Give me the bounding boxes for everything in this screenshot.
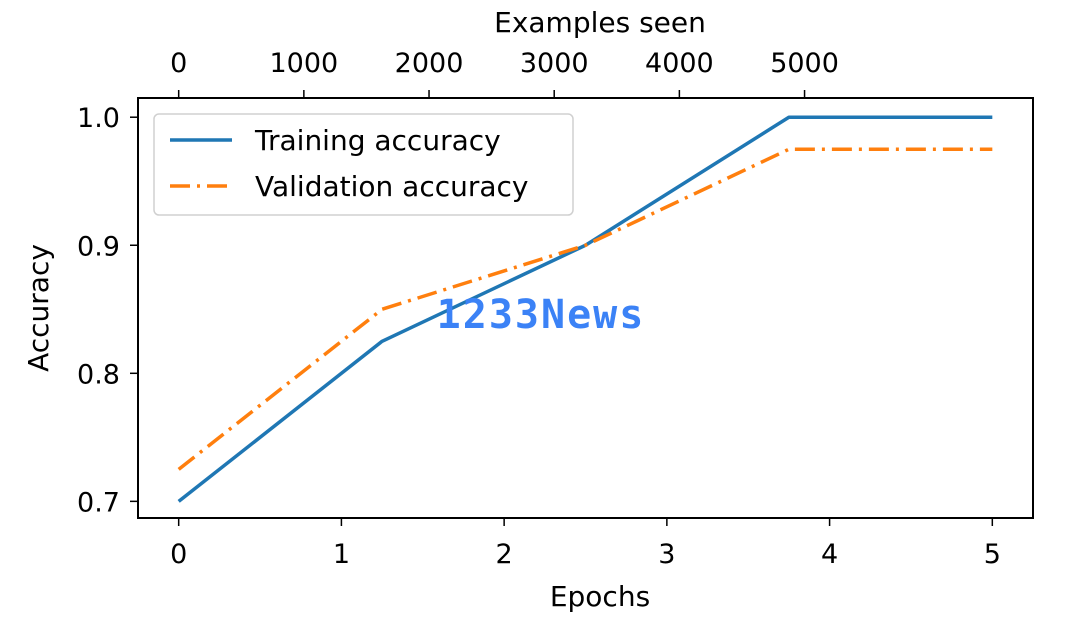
secondary-x-axis-title: Examples seen	[494, 6, 706, 39]
x-tick-label: 1	[333, 539, 350, 570]
legend-label-validation: Validation accuracy	[255, 170, 529, 203]
legend: Training accuracy Validation accuracy	[153, 113, 574, 216]
secondary-x-tick-label: 1000	[269, 48, 338, 79]
chart-marks	[177, 115, 993, 503]
y-tick-label: 0.8	[77, 359, 120, 390]
x-tick-label: 3	[658, 539, 675, 570]
y-axis-title: Accuracy	[22, 244, 55, 372]
legend-box	[153, 113, 574, 216]
x-axis-ticks: 0 1 2 3 4 5	[170, 518, 1001, 570]
x-axis-title: Epochs	[550, 580, 650, 613]
x-tick-label: 0	[170, 539, 187, 570]
secondary-x-tick-label: 5000	[770, 48, 839, 79]
y-tick-label: 1.0	[77, 103, 120, 134]
x-tick-label: 2	[496, 539, 513, 570]
x-tick-label: 5	[984, 539, 1001, 570]
secondary-x-axis-ticks: 0 1000 2000 3000 4000 5000	[170, 48, 839, 98]
plot-frame	[137, 97, 1034, 519]
y-axis-ticks: 0.7 0.8 0.9 1.0	[77, 103, 138, 518]
secondary-x-tick-label: 0	[170, 48, 187, 79]
x-tick-label: 4	[821, 539, 838, 570]
secondary-x-tick-label: 3000	[520, 48, 589, 79]
y-tick-label: 0.9	[77, 231, 120, 262]
watermark-logo: 1233News	[437, 292, 646, 338]
y-tick-label: 0.7	[77, 487, 120, 518]
secondary-x-tick-label: 4000	[645, 48, 714, 79]
legend-label-training: Training accuracy	[254, 124, 501, 157]
secondary-x-tick-label: 2000	[395, 48, 464, 79]
